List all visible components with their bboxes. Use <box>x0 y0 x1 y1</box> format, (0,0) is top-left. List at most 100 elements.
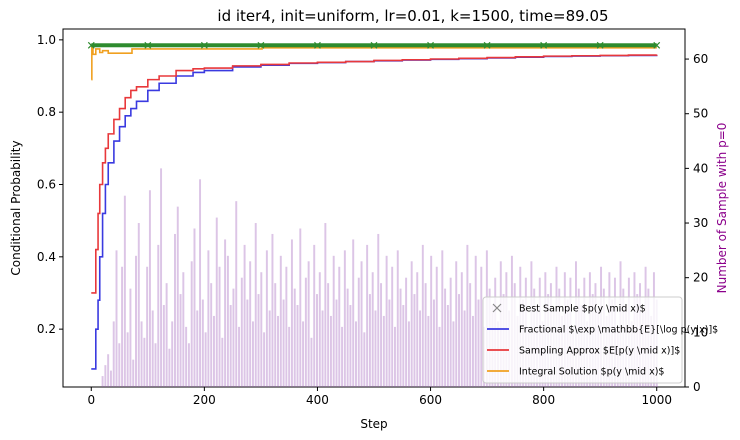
bar <box>165 283 168 387</box>
bar <box>313 244 316 387</box>
bar <box>391 266 394 387</box>
bar <box>288 326 291 387</box>
y2-tick-label: 60 <box>693 52 708 66</box>
legend-label-integral: Integral Solution $p(y \mid x)$ <box>519 367 664 378</box>
x-axis-label: Step <box>360 417 387 431</box>
bar <box>101 376 104 387</box>
lines-layer <box>87 41 661 370</box>
x-tick-label: 200 <box>193 393 216 407</box>
bar <box>430 255 433 387</box>
bar <box>182 272 185 387</box>
bar <box>112 321 115 387</box>
bar <box>307 261 310 387</box>
bar <box>171 321 174 387</box>
bar <box>238 326 241 387</box>
bar <box>157 244 160 387</box>
bar <box>463 310 466 387</box>
bar <box>218 266 221 387</box>
bar <box>293 288 296 387</box>
legend-label-best: Best Sample $p(y \mid x)$ <box>519 304 646 315</box>
bar <box>160 168 163 387</box>
bar <box>232 288 235 387</box>
bar <box>271 233 274 387</box>
legend-label-sampling: Sampling Approx $E[p(y \mid x)]$ <box>519 346 680 357</box>
bar <box>260 272 263 387</box>
bar <box>458 294 460 387</box>
bar <box>374 310 377 387</box>
bar <box>332 255 335 387</box>
y-tick-label: 0.8 <box>37 105 56 119</box>
bar <box>299 228 302 387</box>
bar <box>329 315 332 387</box>
bar <box>357 277 360 387</box>
bar <box>316 294 318 387</box>
bar <box>424 283 427 387</box>
bar <box>477 299 480 387</box>
x-tick-label: 1000 <box>641 393 672 407</box>
series-point-best <box>483 41 491 49</box>
bar <box>371 272 374 387</box>
bar <box>410 261 413 387</box>
bar <box>263 332 266 387</box>
series-point-best <box>596 41 604 49</box>
y-tick-label: 0.2 <box>37 322 56 336</box>
bar <box>254 223 257 387</box>
bar <box>385 255 388 387</box>
bar <box>274 283 277 387</box>
series-point-best <box>200 41 208 49</box>
bar <box>388 299 391 387</box>
bar <box>402 305 405 387</box>
series-point-best <box>257 41 265 49</box>
bar <box>224 239 227 387</box>
bar <box>210 283 213 387</box>
bar <box>349 305 352 387</box>
bar <box>466 244 469 387</box>
bar <box>126 332 129 387</box>
y2-tick-label: 40 <box>693 161 708 175</box>
bar <box>302 321 305 387</box>
bar <box>187 343 190 387</box>
bar <box>427 315 430 387</box>
y-tick-label: 0.4 <box>37 250 56 264</box>
bar <box>268 310 271 387</box>
bar <box>193 228 196 387</box>
bar <box>265 250 268 387</box>
bar <box>296 305 299 387</box>
bar <box>148 190 151 387</box>
bar <box>396 250 399 387</box>
bar <box>341 326 344 387</box>
bar <box>229 305 232 387</box>
bar <box>471 315 474 387</box>
x-tick-label: 400 <box>306 393 329 407</box>
bar <box>446 305 449 387</box>
bar <box>321 310 324 387</box>
bar <box>352 239 355 387</box>
bar <box>204 332 207 387</box>
bar <box>201 299 204 387</box>
bar <box>304 277 307 387</box>
bar <box>123 195 126 387</box>
legend-marker-best <box>492 303 502 313</box>
y2-tick-label: 30 <box>693 216 708 230</box>
bar <box>419 310 422 387</box>
bar <box>207 250 210 387</box>
bar <box>279 255 282 387</box>
bar <box>421 244 424 387</box>
bar <box>246 299 249 387</box>
bar <box>115 250 118 387</box>
bar <box>282 299 285 387</box>
bar <box>137 223 140 387</box>
series-point-best <box>540 41 548 49</box>
bar <box>474 255 477 387</box>
bar <box>196 310 199 387</box>
bar <box>366 244 369 387</box>
bar <box>310 337 313 387</box>
bar <box>199 179 202 387</box>
bar <box>460 272 463 387</box>
bar <box>121 266 124 387</box>
legend-label-fractional: Fractional $\exp \mathbb{E}[\log p(y|x)]… <box>519 325 718 336</box>
bar <box>324 223 327 387</box>
bar <box>190 261 193 387</box>
series-line-sampling <box>91 54 658 294</box>
